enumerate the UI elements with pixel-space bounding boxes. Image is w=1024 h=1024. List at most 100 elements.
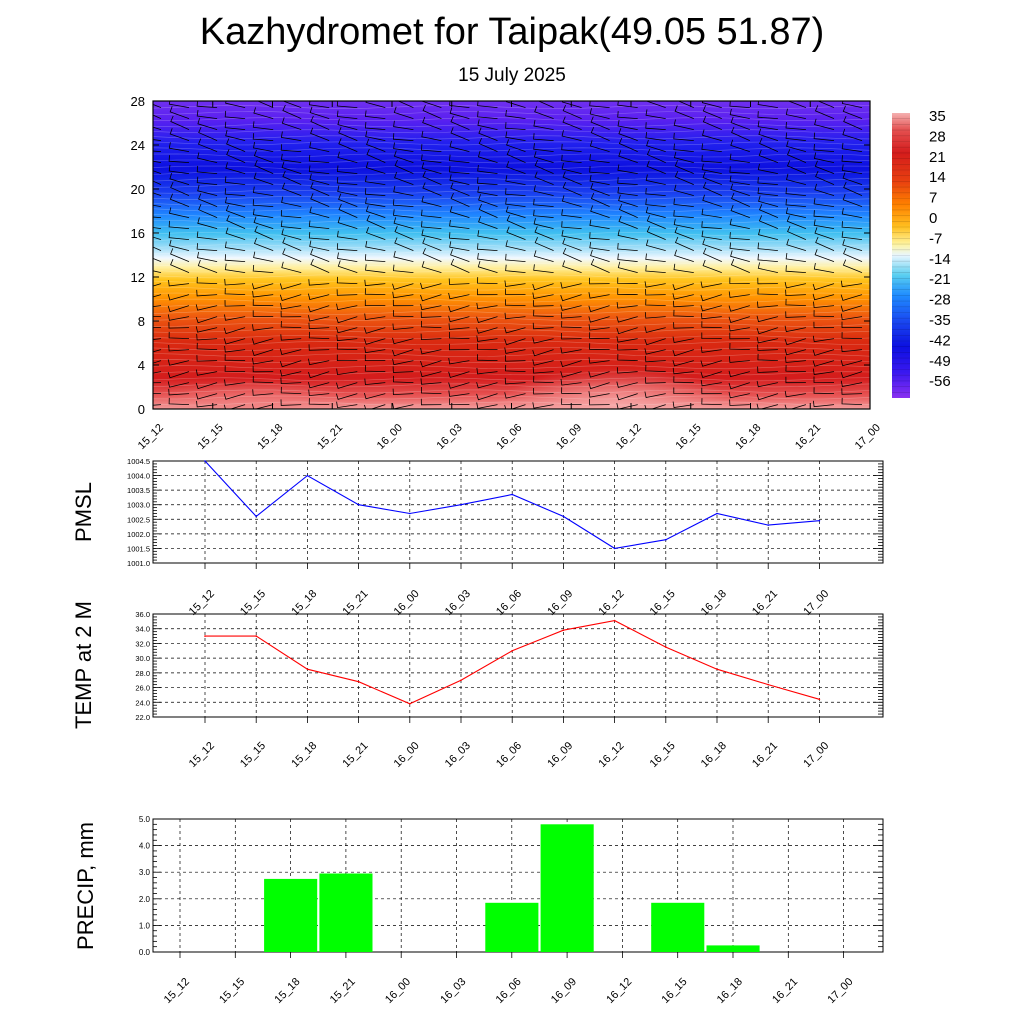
wind-barb [785,311,806,318]
y-tick-label: 1004.0 [127,472,150,481]
wind-barb [814,249,835,262]
wind-barb [701,321,722,328]
wind-barb [757,163,778,174]
wind-barb [168,344,190,352]
wind-barb [253,141,274,152]
wind-barb [533,143,554,152]
colorbar-label: 21 [929,149,946,166]
wind-barb [309,141,330,152]
wind-barb [812,335,835,343]
wind-barb [561,130,582,141]
wind-barb [562,182,582,196]
wind-barb [393,106,414,119]
wind-barb [701,387,722,395]
wind-barb [533,300,554,307]
wind-barb [392,366,414,373]
wind-barb [251,349,274,356]
y-tick-label: 12 [131,270,145,285]
y-axis-label: PMSL [71,482,96,542]
wind-barb [224,354,246,361]
wind-barb [364,110,386,119]
wind-barb [645,198,666,207]
wind-barb [365,197,386,207]
wind-barb [813,197,835,207]
wind-barb [812,283,835,291]
wind-barb [841,101,863,108]
wind-barb [197,259,218,273]
wind-barb [644,404,666,409]
wind-barb [757,111,778,119]
contour-line [153,341,870,345]
wind-barb [505,253,526,262]
x-tick-label: 16_12 [604,976,634,1006]
wind-barb [196,289,218,297]
wind-barb [153,270,162,273]
pmsl-point [460,503,462,506]
wind-barb [787,101,807,108]
wind-barb [841,321,862,328]
x-tick-label: 16_09 [545,740,575,770]
wind-barb [168,155,190,163]
chart-subtitle: 15 July 2025 [458,65,566,86]
temp2m-point [613,619,616,622]
wind-barb [365,240,386,251]
wind-barb [223,404,246,409]
contour-line [153,220,870,224]
wind-barb [672,336,694,343]
wind-barb [253,172,274,185]
wind-barb [308,165,330,174]
wind-barb [478,203,498,218]
temp2m-point [818,698,821,701]
wind-barb [392,291,414,299]
wind-barb [336,354,358,361]
wind-barb [153,338,162,340]
wind-barb [336,110,358,119]
contour-line [153,232,870,236]
wind-barb [422,116,442,130]
wind-barb [153,192,162,196]
wind-barb [562,104,582,119]
wind-barb [700,371,722,379]
wind-barb [812,349,835,356]
wind-barb [198,193,218,207]
wind-barb [589,108,610,119]
wind-barb [308,398,330,405]
wind-barb [588,305,610,313]
wind-barb [702,105,722,119]
wind-barb [477,243,498,251]
temp2m-point [767,683,769,686]
wind-barb [673,119,694,130]
wind-barb [590,182,610,196]
wind-barb [279,283,302,290]
wind-barb [533,375,554,383]
wind-barb [840,371,863,379]
x-tick-label: 16_21 [770,976,800,1006]
wind-barb [170,115,190,130]
wind-barb [224,121,246,130]
wind-barb [504,404,526,409]
wind-barb [729,108,750,119]
wind-barb [561,229,582,240]
wind-barb [504,377,526,385]
wind-barb [365,130,386,141]
wind-barb [153,349,162,353]
wind-barb [449,107,470,119]
colorbar-label: -21 [929,271,951,288]
wind-barb [505,288,526,295]
wind-barb [364,354,386,361]
wind-barb [365,175,386,185]
wind-barb [758,128,779,141]
wind-barb [506,214,526,229]
wind-barb [813,321,835,329]
contour-line [153,401,870,406]
wind-barb [252,199,274,207]
wind-barb [153,227,162,229]
wind-barb [701,163,722,174]
wind-barb [729,242,750,251]
y-tick-label: 1001.5 [127,544,150,553]
wind-barb [279,294,302,301]
wind-barb [280,144,302,152]
wind-barb [225,227,246,240]
wind-barb [674,171,694,185]
wind-barb [785,365,806,372]
